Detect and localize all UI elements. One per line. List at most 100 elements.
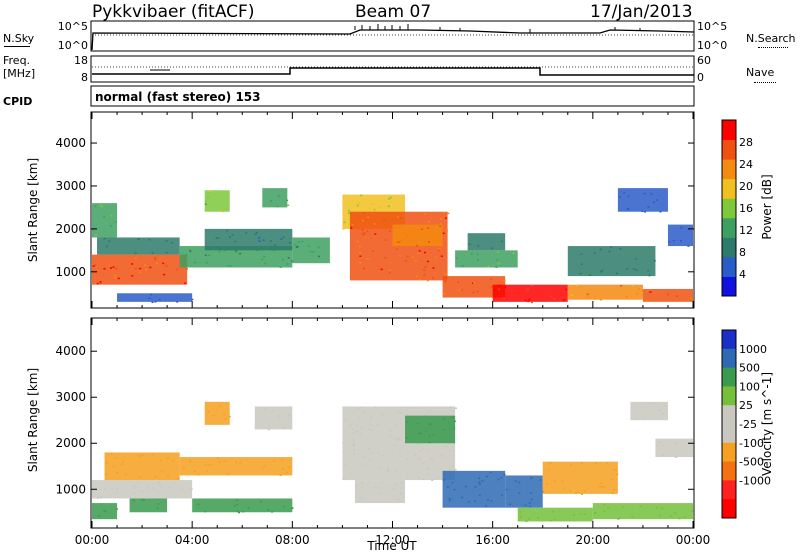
- data-speckle: [473, 282, 476, 284]
- data-speckle: [361, 498, 364, 501]
- data-speckle: [426, 260, 429, 263]
- noise-tick-right-bottom: 10^0: [697, 39, 727, 52]
- data-speckle: [97, 497, 100, 499]
- data-speckle: [348, 209, 351, 212]
- data-speckle: [438, 248, 441, 250]
- data-speckle: [396, 411, 399, 413]
- data-speckle: [562, 487, 565, 490]
- data-region: [204, 190, 230, 212]
- data-speckle: [270, 248, 273, 251]
- data-speckle: [548, 461, 551, 464]
- data-region: [405, 415, 456, 444]
- data-speckle: [361, 229, 364, 231]
- data-speckle: [291, 260, 294, 262]
- data-speckle: [348, 425, 351, 427]
- data-speckle: [359, 432, 362, 435]
- data-speckle: [580, 253, 583, 255]
- data-speckle: [239, 252, 242, 255]
- data-speckle: [486, 499, 489, 501]
- station-title: Pykkvibaer (fitACF): [92, 2, 255, 22]
- data-speckle: [461, 265, 464, 267]
- data-speckle: [372, 250, 375, 253]
- data-speckle: [437, 249, 440, 252]
- data-speckle: [189, 250, 192, 253]
- data-speckle: [672, 239, 675, 242]
- data-speckle: [342, 478, 345, 480]
- data-speckle: [294, 244, 297, 246]
- data-speckle: [431, 479, 434, 481]
- data-speckle: [273, 244, 276, 246]
- power-regions: [92, 188, 693, 304]
- data-speckle: [417, 432, 420, 435]
- y-tick-label: 2000: [55, 436, 86, 450]
- data-speckle: [157, 482, 160, 485]
- data-speckle: [148, 297, 151, 300]
- data-speckle: [631, 285, 634, 287]
- data-region: [630, 401, 668, 421]
- data-speckle: [553, 297, 556, 300]
- power-colorbar-ticks: 4 8 12 16 20 24 28: [739, 136, 753, 281]
- data-speckle: [608, 250, 611, 253]
- data-speckle: [638, 288, 641, 290]
- data-speckle: [659, 409, 662, 411]
- data-speckle: [659, 441, 662, 444]
- data-speckle: [495, 241, 498, 244]
- data-speckle: [166, 457, 169, 459]
- freq-tick-top: 18: [74, 54, 88, 67]
- data-speckle: [359, 496, 362, 499]
- data-speckle: [598, 485, 601, 488]
- data-speckle: [355, 430, 358, 433]
- data-speckle: [261, 258, 264, 261]
- data-speckle: [151, 301, 154, 304]
- data-speckle: [529, 505, 532, 508]
- nave-tick-top: 60: [697, 54, 711, 67]
- cpid-label: CPID: [3, 95, 33, 108]
- data-speckle: [374, 486, 377, 488]
- data-speckle: [606, 462, 609, 465]
- data-speckle: [638, 262, 641, 265]
- data-speckle: [185, 253, 188, 256]
- data-speckle: [273, 249, 276, 252]
- data-speckle: [387, 205, 390, 208]
- data-speckle: [235, 250, 238, 253]
- colorbar-cell: [722, 276, 736, 297]
- data-region: [97, 237, 180, 255]
- data-speckle: [263, 465, 266, 467]
- data-speckle: [137, 481, 140, 484]
- data-speckle: [389, 196, 392, 199]
- data-speckle: [648, 274, 651, 277]
- data-region: [567, 246, 656, 277]
- data-speckle: [134, 257, 137, 259]
- data-region: [204, 401, 230, 425]
- data-speckle: [647, 270, 650, 272]
- data-speckle: [218, 461, 221, 463]
- data-speckle: [384, 256, 387, 259]
- data-speckle: [206, 196, 209, 199]
- data-speckle: [648, 291, 651, 294]
- data-speckle: [269, 240, 272, 242]
- data-speckle: [500, 477, 503, 479]
- velocity-colorbar-tick: 1000: [739, 343, 767, 356]
- data-speckle: [344, 419, 347, 422]
- data-speckle: [647, 206, 650, 208]
- data-speckle: [395, 248, 398, 250]
- data-speckle: [215, 237, 218, 239]
- data-speckle: [421, 447, 424, 450]
- data-speckle: [561, 480, 564, 483]
- data-speckle: [207, 410, 210, 413]
- data-speckle: [138, 476, 141, 479]
- data-speckle: [478, 481, 481, 484]
- nsearch-label: N.Search: [746, 32, 796, 45]
- data-speckle: [355, 484, 358, 487]
- data-speckle: [141, 490, 144, 492]
- data-speckle: [583, 490, 586, 492]
- data-speckle: [356, 240, 359, 242]
- data-region: [262, 188, 288, 208]
- velocity-colorbar-tick: -100: [739, 437, 764, 450]
- data-speckle: [273, 460, 276, 462]
- x-tick-label: 12:00: [375, 533, 410, 547]
- data-speckle: [662, 454, 665, 456]
- data-speckle: [490, 286, 493, 289]
- data-speckle: [281, 258, 284, 261]
- data-speckle: [226, 229, 229, 232]
